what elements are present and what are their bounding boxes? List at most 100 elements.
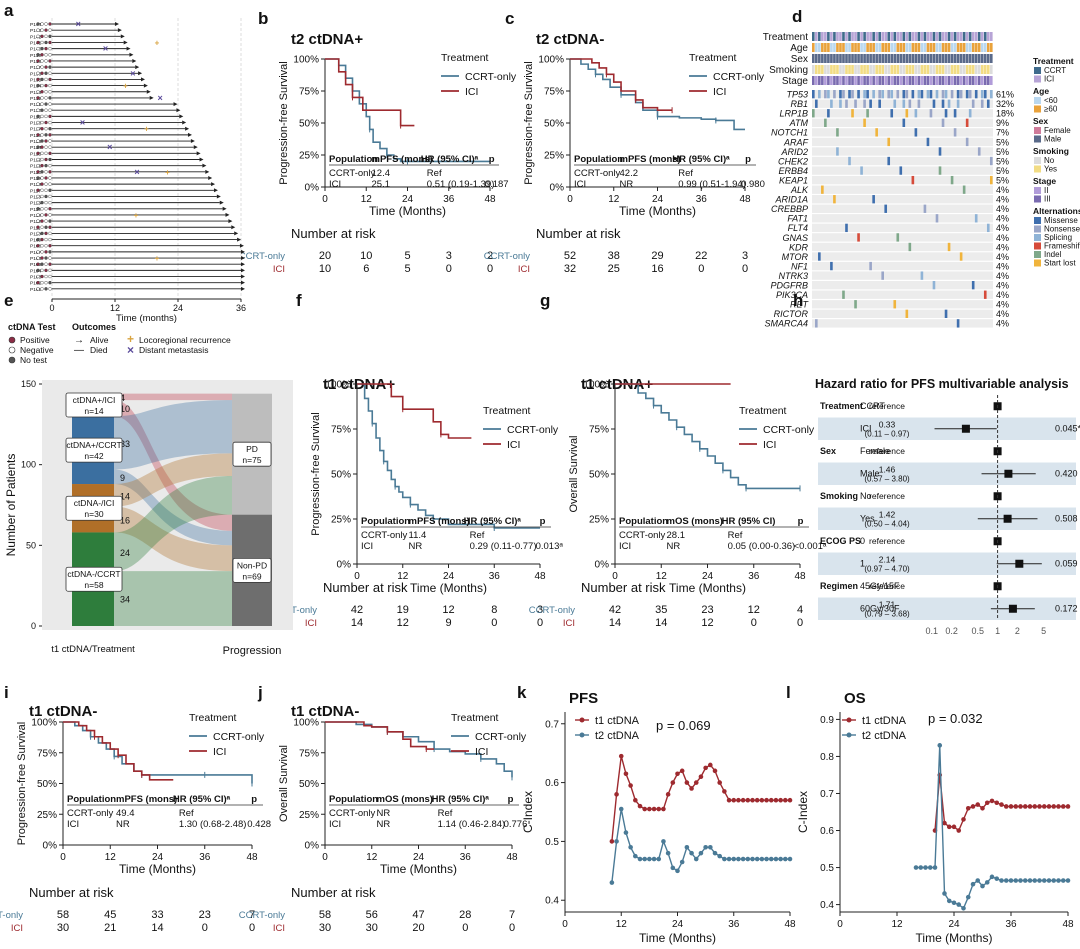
track-cell — [980, 32, 984, 41]
legend-label: CCRT-only — [713, 71, 765, 83]
ctdna-test-dot — [44, 194, 48, 199]
ctdna-test-dot — [48, 244, 52, 248]
mutation-cell — [956, 99, 960, 108]
legend-label: CCRT-only — [213, 731, 265, 743]
track-cell — [968, 65, 972, 74]
mutation-cell — [857, 233, 860, 242]
data-point — [1041, 804, 1047, 809]
track-cell — [917, 54, 921, 63]
track-cell — [959, 32, 963, 41]
risk-value: 7 — [249, 909, 255, 921]
track-cell — [863, 76, 866, 85]
mutation-cell — [878, 90, 881, 99]
group-label: ECOG PS — [820, 536, 861, 546]
ctdna-test-dot — [48, 182, 52, 186]
level-label: Male — [860, 469, 880, 479]
legend-title: Treatment — [1033, 56, 1074, 66]
alive-arrow-icon — [199, 157, 204, 162]
ctdna-test-dot — [44, 274, 48, 279]
risk-value: 0 — [491, 617, 497, 629]
x-tick-label: 0 — [354, 571, 360, 582]
gene-label: MTOR — [782, 252, 809, 262]
track-cell — [815, 54, 818, 63]
forest-panel: Hazard ratio for PFS multivariable analy… — [815, 377, 1080, 636]
ctdna-test-dot — [36, 219, 40, 223]
table-header: HR (95% CI)ᵃ — [432, 794, 490, 805]
track-cell — [851, 32, 854, 41]
mutation-cell — [923, 204, 927, 213]
track-cell — [854, 54, 857, 63]
table-cell: 42.2 — [620, 168, 639, 179]
gene-label: ALK — [790, 185, 809, 195]
ctdna-test-dot — [36, 170, 40, 174]
table-header: HR (95% CI) — [722, 516, 776, 527]
x-tick-label: 24 — [948, 919, 960, 930]
ctdna-test-dot — [36, 256, 40, 260]
table-cell: CCRT-only — [329, 168, 376, 179]
track-cell — [983, 65, 987, 74]
x-tick-label: 36 — [748, 571, 760, 582]
data-point — [956, 828, 962, 833]
ctdna-test-dot — [40, 268, 44, 273]
flow-label: 9 — [120, 473, 125, 483]
node-label: ctDNA-/ICI — [74, 498, 115, 508]
legend-dot — [8, 346, 16, 354]
flow-label: 4 — [120, 393, 125, 403]
locoregional-recurrence-icon: + — [155, 254, 160, 263]
mutation-cell — [986, 99, 990, 108]
track-cell — [875, 43, 878, 52]
ctdna-test-dot — [40, 65, 44, 69]
ctdna-test-dot — [36, 71, 40, 75]
gene-label: RET — [790, 300, 810, 310]
ctdna-test-dot — [36, 237, 40, 242]
patient-id: P136 — [30, 71, 42, 77]
data-point — [768, 797, 774, 803]
track-cell — [815, 43, 818, 52]
data-point — [750, 856, 755, 862]
data-point — [1065, 804, 1071, 809]
ctdna-test-dot — [36, 28, 40, 32]
mutation-cell — [884, 204, 888, 213]
alive-arrow-icon — [225, 212, 230, 217]
died-line-icon: — — [74, 345, 84, 356]
data-point — [773, 797, 779, 803]
ctdna-test-dot — [40, 139, 44, 143]
y-tick-label: 100% — [31, 718, 57, 729]
track-cell — [902, 76, 906, 85]
y-tick-label: 75% — [37, 748, 57, 759]
ctdna-test-dot — [40, 90, 44, 94]
data-point — [726, 856, 732, 862]
y-tick-label: 50% — [544, 119, 564, 130]
data-point — [675, 771, 680, 777]
mutation-cell — [983, 290, 987, 299]
table-header: p — [251, 794, 257, 805]
ctdna-test-dot — [40, 96, 44, 100]
y-tick-label: 75% — [589, 425, 609, 436]
legend-label: Start lost — [1044, 259, 1076, 268]
track-cell — [989, 65, 993, 74]
node-label-box — [65, 437, 123, 463]
x-tick-label: 0.5 — [972, 626, 985, 636]
mutation-cell — [911, 175, 915, 185]
track-cell — [911, 32, 915, 41]
track-cell — [893, 43, 897, 52]
ctdna-test-dot — [44, 237, 48, 242]
ctdna-test-dot — [48, 200, 52, 205]
table-cell: NR — [409, 541, 423, 552]
data-point — [642, 856, 647, 862]
track-cell — [920, 43, 924, 52]
risk-value: 12 — [748, 604, 760, 616]
ctdna-test-dot — [44, 280, 48, 285]
risk-value: 0 — [537, 617, 543, 629]
legend-swatch — [1034, 217, 1041, 224]
risk-value: 6 — [363, 263, 369, 275]
track-cell — [890, 32, 894, 41]
table-cell: ICI — [329, 179, 341, 190]
panel-letter-l: l — [786, 683, 791, 702]
track-cell — [935, 32, 939, 41]
mutation-percent: 61% — [996, 90, 1014, 100]
track-cell — [917, 76, 921, 85]
track-cell — [983, 76, 987, 85]
track-cell — [839, 32, 842, 41]
p-value-annotation: p = 0.069 — [656, 718, 711, 733]
